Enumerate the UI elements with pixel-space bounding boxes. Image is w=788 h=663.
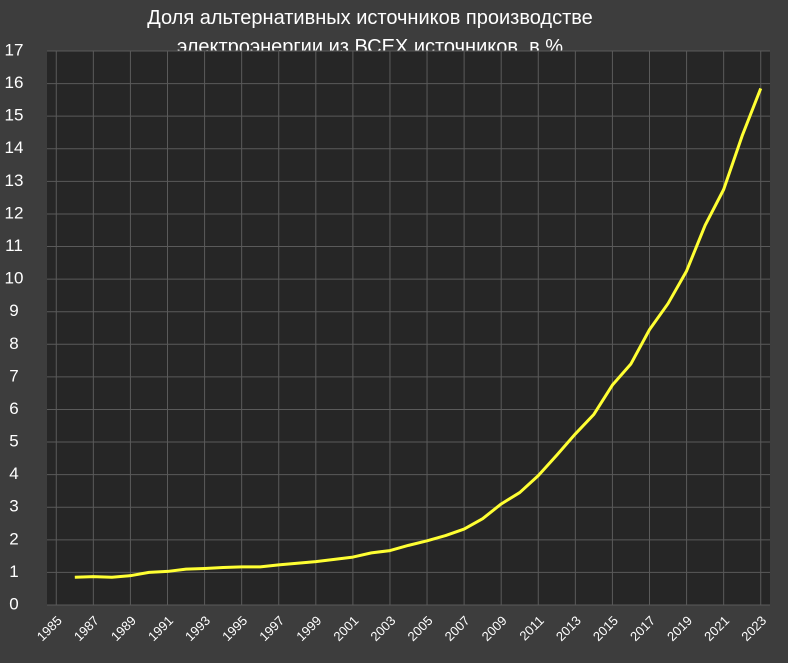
- x-tick-label: 2013: [553, 613, 584, 644]
- x-tick-label: 2017: [627, 613, 658, 644]
- y-tick-label: 13: [5, 171, 24, 190]
- y-tick-label: 6: [9, 399, 18, 418]
- y-tick-label: 9: [9, 301, 18, 320]
- y-tick-label: 15: [5, 106, 24, 125]
- x-tick-label: 1991: [145, 613, 176, 644]
- plot-area: [47, 51, 770, 605]
- y-tick-label: 12: [5, 203, 24, 222]
- x-tick-label: 2003: [367, 613, 398, 644]
- y-tick-label: 0: [9, 594, 18, 613]
- x-tick-label: 2015: [590, 613, 621, 644]
- y-tick-label: 2: [9, 529, 18, 548]
- x-tick-label: 1995: [219, 613, 250, 644]
- y-tick-label: 16: [5, 73, 24, 92]
- x-tick-label: 2021: [701, 613, 732, 644]
- x-tick-label: 2005: [405, 613, 436, 644]
- y-tick-label: 10: [5, 269, 24, 288]
- x-tick-label: 2009: [479, 613, 510, 644]
- y-tick-label: 7: [9, 366, 18, 385]
- x-tick-label: 1987: [71, 613, 102, 644]
- x-tick-label: 2023: [738, 613, 769, 644]
- y-tick-label: 4: [9, 464, 18, 483]
- x-tick-label: 1999: [293, 613, 324, 644]
- y-tick-label: 17: [5, 40, 24, 59]
- x-tick-label: 2019: [664, 613, 695, 644]
- y-tick-label: 3: [9, 497, 18, 516]
- data-line: [74, 87, 763, 579]
- x-tick-label: 2011: [516, 613, 546, 643]
- y-tick-label: 14: [5, 138, 24, 157]
- x-tick-label: 1989: [108, 613, 139, 644]
- x-tick-label: 1997: [256, 613, 287, 644]
- x-tick-label: 2007: [442, 613, 473, 644]
- x-tick-label: 1985: [34, 613, 65, 644]
- x-tick-label: 2001: [330, 613, 361, 644]
- x-tick-label: 1993: [182, 613, 213, 644]
- y-tick-label: 1: [9, 562, 18, 581]
- y-tick-label: 5: [9, 432, 18, 451]
- y-tick-label: 8: [9, 334, 18, 353]
- y-tick-label: 11: [5, 236, 23, 255]
